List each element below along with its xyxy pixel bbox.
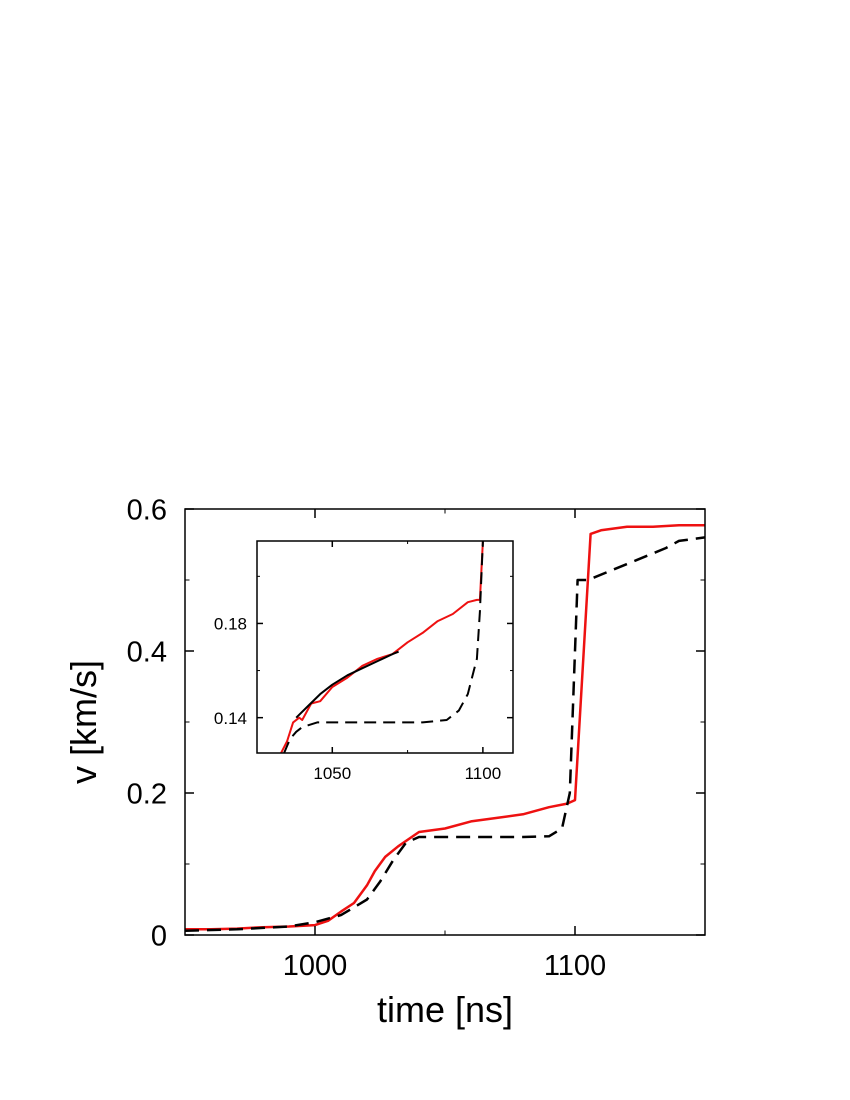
inset-y-tick-label: 0.14 [214, 709, 247, 728]
main-y-tick-label: 0.6 [127, 494, 167, 526]
main-y-tick-label: 0 [151, 920, 167, 952]
main-y-axis-label: v [km/s] [63, 660, 104, 784]
main-series-1-dashed-line [185, 536, 705, 932]
inset-y-tick-label: 0.18 [214, 615, 247, 634]
main-y-tick-label: 0.2 [127, 778, 167, 810]
inset-series-0-line [280, 541, 484, 753]
main-x-axis-label: time [ns] [377, 989, 513, 1030]
inset-chart: 1050 1100 0.14 0.18 [214, 540, 514, 783]
inset-series-2-dashed-line [283, 541, 484, 753]
main-chart: 1000 1100 0 0.2 0.4 0.6 [127, 494, 706, 982]
main-x-tick-label: 1100 [544, 950, 606, 982]
main-y-tick-label: 0.4 [127, 636, 167, 668]
main-x-tick-label: 1000 [283, 950, 348, 982]
inset-x-tick-label: 1050 [313, 764, 351, 783]
inset-x-tick-label: 1100 [465, 764, 502, 783]
inset-plot-frame [256, 540, 514, 754]
inset-series-1-line [295, 650, 399, 719]
